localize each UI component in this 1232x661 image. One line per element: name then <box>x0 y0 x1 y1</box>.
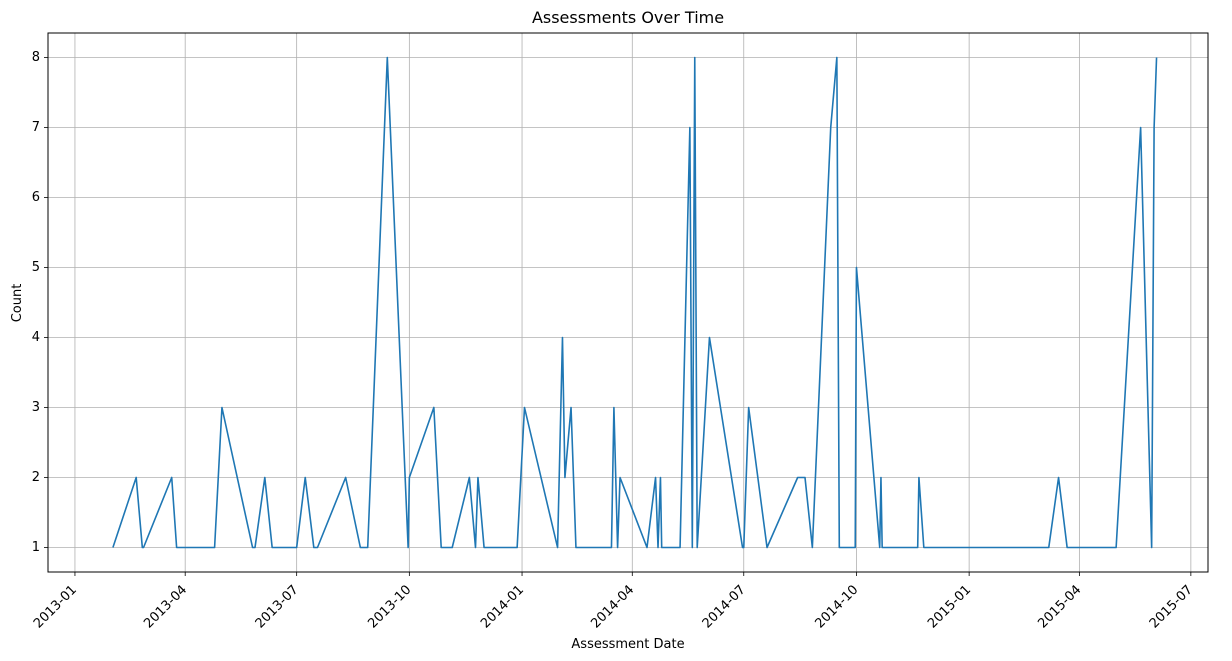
y-axis-label: Count <box>10 284 25 323</box>
y-tick-label: 8 <box>32 50 40 65</box>
series-line-group <box>112 56 1158 549</box>
plot-area-frame <box>47 32 1209 573</box>
y-tick-label: 6 <box>32 190 40 205</box>
x-tick-label: 2015-01 <box>925 582 974 631</box>
y-tick-label: 4 <box>32 330 40 345</box>
x-tick-label: 2015-04 <box>1035 582 1084 631</box>
x-tick-label: 2014-04 <box>588 582 637 631</box>
grid-lines <box>48 33 1208 572</box>
x-tick-label: 2015-07 <box>1147 582 1196 631</box>
x-tick-label: 2013-10 <box>365 582 414 631</box>
x-tick-label: 2013-04 <box>141 582 190 631</box>
x-axis-ticks: 2013-01 2013-04 2013-07 2013-10 2014-01 2014-… <box>31 572 1196 631</box>
y-tick-label: 3 <box>32 400 40 415</box>
x-tick-label: 2013-01 <box>31 582 80 631</box>
x-tick-label: 2014-01 <box>478 582 527 631</box>
x-tick-label: 2014-10 <box>812 582 861 631</box>
y-tick-label: 7 <box>32 120 40 135</box>
y-tick-label: 5 <box>32 260 40 275</box>
series-line-0 <box>112 56 1158 549</box>
x-tick-label: 2014-07 <box>700 582 749 631</box>
chart-title: Assessments Over Time <box>532 8 724 27</box>
y-tick-label: 1 <box>32 540 40 555</box>
y-axis-ticks: 1 2 3 4 5 6 7 8 <box>32 50 48 555</box>
x-axis-label: Assessment Date <box>571 637 684 652</box>
y-tick-label: 2 <box>32 470 40 485</box>
x-tick-label: 2013-07 <box>253 582 302 631</box>
